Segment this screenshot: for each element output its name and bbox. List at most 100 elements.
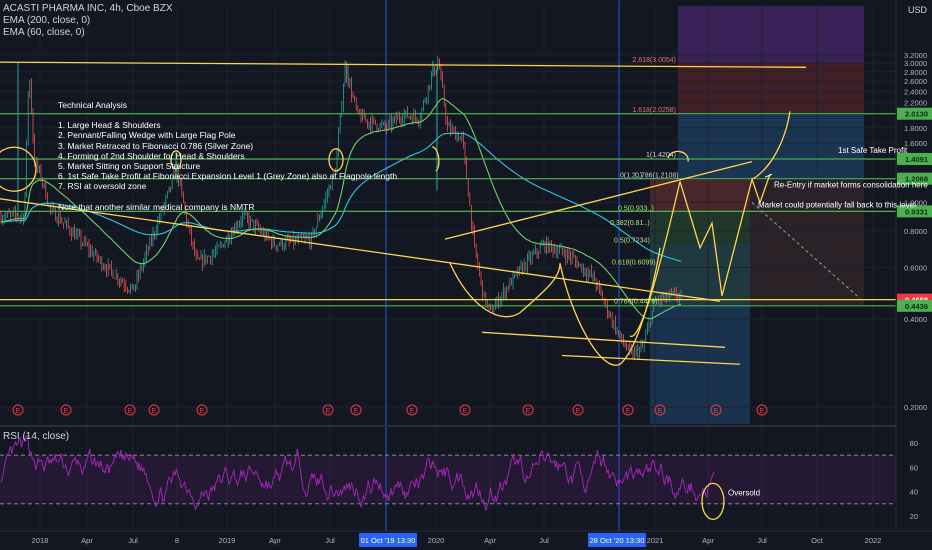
time-axis[interactable]: 2018 Apr Jul 8 2019 Apr Jul 01 Oct '19 13:30 202… — [0, 530, 932, 550]
projection-dashed — [751, 202, 861, 299]
chart-legend: ACASTI PHARMA INC, 4h, Cboe BZX EMA (200… — [3, 3, 173, 39]
time-highlight-tag — [588, 533, 646, 547]
price-tick-label: 2.6000 — [904, 77, 927, 86]
rsi-tick-label: 20 — [910, 512, 918, 521]
time-tick-label: 2019 — [219, 536, 236, 545]
circle-marker — [0, 146, 37, 192]
price-tick-label: 2.8000 — [904, 68, 927, 77]
time-axis-bg — [0, 531, 932, 550]
time-tick-label: Oct — [811, 536, 824, 545]
earnings-marker — [522, 404, 534, 416]
ema-lines — [0, 97, 682, 320]
price-tick-label: 0.6000 — [904, 263, 927, 272]
price-tick-label: 0.8000 — [904, 227, 927, 236]
price-level-tag — [897, 152, 932, 165]
fib-zone-blue — [678, 112, 864, 179]
fib-label: 2.618(3.0054) — [632, 57, 676, 64]
earnings-marker-label: E — [714, 408, 719, 415]
circle-marker — [328, 148, 344, 172]
time-tick-label: Apr — [81, 536, 93, 545]
analysis-item: 7. RSI at oversold zone — [58, 181, 147, 192]
price-level-tag — [897, 299, 932, 312]
price-level-tag-label: 2.0130 — [905, 110, 928, 119]
ema200-line — [0, 132, 682, 262]
rsi-pane: Oversold — [0, 435, 896, 521]
earnings-marker-label: E — [16, 408, 21, 415]
rsi-tick-label: 40 — [910, 488, 918, 497]
price-tick-label: 2.4000 — [904, 87, 927, 96]
price-level-tag-label: 0.9331 — [905, 207, 928, 216]
legend-symbol[interactable]: ACASTI PHARMA INC, 4h, Cboe BZX — [3, 3, 173, 14]
earnings-marker-label: E — [354, 408, 359, 415]
rsi-band — [0, 455, 896, 504]
price-tick-label: 0.4000 — [904, 315, 927, 324]
earnings-marker — [572, 404, 584, 416]
legend-ema60[interactable]: EMA (60, close, 0) — [3, 27, 85, 38]
earnings-marker-label: E — [463, 408, 468, 415]
earnings-marker — [350, 404, 362, 416]
earnings-marker — [12, 404, 24, 416]
analysis-item: 2. Pennant/Falling Wedge with Large Flag… — [58, 130, 236, 141]
rsi-tick-label: 80 — [910, 439, 918, 448]
earnings-marker-label: E — [760, 408, 765, 415]
resistance-trend-line — [0, 61, 807, 68]
earnings-marker — [622, 404, 634, 416]
fib-label: 1.618(2.0258) — [632, 107, 676, 114]
time-tick-label: 2021 — [647, 536, 664, 545]
earnings-marker — [148, 404, 160, 416]
earnings-marker-label: E — [658, 408, 663, 415]
earnings-marker-label: E — [64, 408, 69, 415]
time-tick-label: Jul — [325, 536, 335, 545]
price-tick-label: 3.0000 — [904, 59, 927, 68]
earnings-marker-label: E — [576, 408, 581, 415]
price-level-tag-label: 0.4436 — [905, 302, 928, 311]
fib-label: 0.618(0.6099) — [612, 259, 656, 266]
earnings-marker — [124, 404, 136, 416]
currency-label[interactable]: USD — [907, 5, 927, 15]
breakout-curve — [629, 181, 681, 337]
time-tick-label: Jul — [539, 536, 549, 545]
shoulder-curve — [449, 263, 561, 318]
neckline — [561, 354, 741, 365]
fib-label: 0.382(0.81..) — [610, 220, 650, 227]
time-tick-label: Jul — [757, 536, 767, 545]
legend-ema200[interactable]: EMA (200, close, 0) — [3, 15, 91, 26]
fib-label: 0(1.2..) — [620, 172, 642, 179]
time-tick-label: 2018 — [32, 536, 49, 545]
annotation-text: 1st Safe Take Profit — [838, 146, 908, 155]
price-level-tag-label: 1.4091 — [905, 155, 928, 164]
earnings-marker — [654, 404, 666, 416]
arc-marker — [431, 146, 440, 172]
analysis-item: 3. Market Retraced to Fibonacci 0.786 (S… — [58, 140, 254, 151]
time-tick-label: Apr — [702, 536, 714, 545]
analysis-item: 6. 1st Safe Take Profit at Fibonacci Exp… — [58, 171, 398, 182]
analysis-item: 1. Large Head & Shoulders — [58, 120, 161, 131]
earnings-marker-label: E — [326, 408, 331, 415]
candles — [0, 56, 682, 361]
projection-curve — [751, 111, 791, 180]
oversold-circle — [701, 482, 725, 521]
fib-zone-retrace-2 — [650, 211, 750, 244]
price-tick-label: 0.2000 — [904, 403, 927, 412]
oversold-label: Oversold — [728, 488, 760, 497]
price-axis[interactable]: 3.20003.00002.80002.60002.40002.20002.00… — [895, 0, 932, 550]
rsi-legend[interactable]: RSI (14, close) — [3, 431, 70, 442]
price-axis-bg — [896, 0, 932, 550]
annotation-text: Re-Entry if market forms consolidation h… — [774, 181, 928, 190]
earnings-marker-label: E — [128, 408, 133, 415]
time-tick-label: 28 Oct '20 13:30 — [590, 536, 645, 545]
fib-label: 0.786(1.2108) — [635, 172, 679, 179]
analysis-note-text: Note that another similar medical compan… — [58, 201, 255, 212]
earnings-marker-label: E — [200, 408, 205, 415]
descending-trend-line — [0, 198, 721, 302]
price-tick-label: 1.8000 — [904, 124, 927, 133]
time-tick-label: 2022 — [865, 536, 882, 545]
price-level-tag — [897, 205, 932, 218]
earnings-marker — [710, 404, 722, 416]
support-levels — [0, 113, 896, 307]
circle-marker — [170, 150, 182, 170]
time-tick-label: Apr — [484, 536, 496, 545]
time-highlight-tag — [359, 533, 417, 547]
price-level-tag — [897, 172, 932, 185]
